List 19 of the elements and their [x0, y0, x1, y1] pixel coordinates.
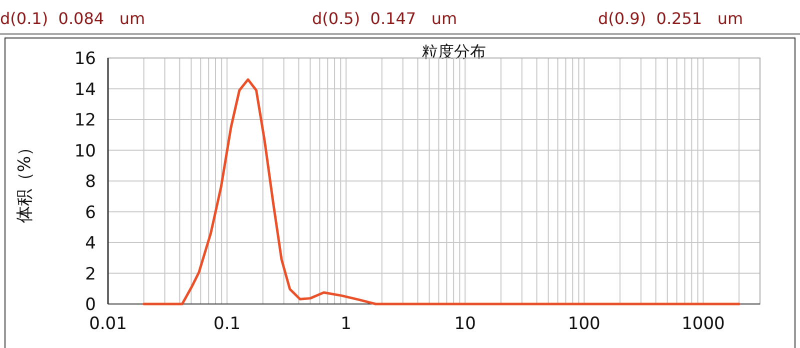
y-tick-label: 4	[85, 234, 96, 254]
y-axis-title: 体积（%）	[15, 138, 35, 224]
y-tick-label: 14	[74, 80, 96, 100]
text: d(0.9) 0.251 um	[598, 9, 744, 28]
y-tick-label: 16	[74, 49, 96, 69]
x-tick-label: 0.1	[214, 314, 241, 334]
y-tick-label: 8	[85, 172, 96, 192]
text: d(0.5) 0.147 um	[312, 9, 458, 28]
x-tick-label: 100	[568, 314, 600, 334]
y-tick-label: 6	[85, 202, 96, 223]
text: d(0.1) 0.084 um	[0, 9, 146, 28]
y-tick-label: 0	[85, 295, 96, 315]
x-tick-label: 0.01	[89, 314, 127, 334]
y-tick-label: 2	[85, 264, 96, 284]
x-tick-label: 10	[454, 314, 476, 334]
x-tick-label: 1000	[682, 314, 725, 334]
y-tick-label: 10	[74, 141, 96, 162]
y-tick-label: 12	[74, 110, 96, 130]
x-tick-label: 1	[340, 314, 352, 334]
